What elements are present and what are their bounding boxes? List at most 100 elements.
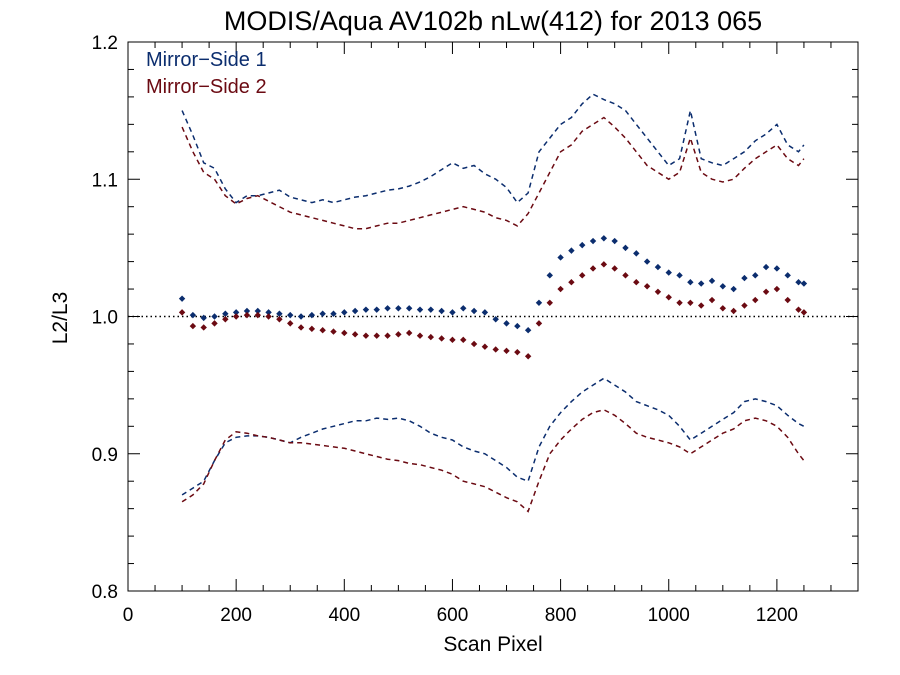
data-point-mirror-side-1 <box>449 309 456 316</box>
data-point-mirror-side-2 <box>189 322 197 330</box>
data-point-mirror-side-1 <box>481 309 489 316</box>
plot-area: 0 200 400 600 800 1000 1200 0.8 0.9 1.0 1.1 1.2 Mirr… <box>92 33 859 626</box>
data-point-mirror-side-2 <box>665 294 672 301</box>
data-point-mirror-side-1 <box>308 311 316 319</box>
data-point-mirror-side-1 <box>643 258 651 265</box>
data-point-mirror-side-2 <box>752 296 759 304</box>
data-point-mirror-side-1 <box>546 272 553 279</box>
data-point-mirror-side-2 <box>708 296 716 304</box>
data-point-mirror-side-1 <box>265 309 272 316</box>
data-point-mirror-side-1 <box>287 311 294 319</box>
data-point-mirror-side-1 <box>535 299 543 306</box>
x-tick-label: 0 <box>123 605 134 626</box>
data-point-mirror-side-2 <box>503 347 510 355</box>
data-point-mirror-side-2 <box>546 299 553 306</box>
data-point-mirror-side-1 <box>341 309 348 316</box>
data-point-mirror-side-2 <box>438 335 445 342</box>
data-point-mirror-side-1 <box>211 313 218 320</box>
data-point-mirror-side-1 <box>470 307 478 315</box>
dashed-line-series-6 <box>181 409 805 513</box>
data-point-mirror-side-2 <box>795 306 802 313</box>
data-point-mirror-side-2 <box>276 316 283 323</box>
data-point-mirror-side-1 <box>708 277 716 285</box>
data-point-mirror-side-2 <box>611 265 618 272</box>
data-point-mirror-side-2 <box>319 327 326 334</box>
data-point-mirror-side-2 <box>341 329 348 337</box>
data-point-mirror-side-1 <box>405 305 413 312</box>
data-point-mirror-side-2 <box>633 278 640 286</box>
chart-title: MODIS/Aqua AV102b nLw(412) for 2013 065 <box>224 6 762 36</box>
data-point-mirror-side-2 <box>178 309 186 316</box>
data-point-mirror-side-1 <box>633 250 640 257</box>
data-point-mirror-side-2 <box>243 311 251 319</box>
x-tick-label: 600 <box>437 605 469 626</box>
data-point-mirror-side-2 <box>200 324 207 331</box>
data-point-mirror-side-1 <box>741 274 748 282</box>
data-point-mirror-side-2 <box>362 332 370 339</box>
x-axis-label: Scan Pixel <box>443 633 542 656</box>
data-point-mirror-side-2 <box>579 272 586 279</box>
data-point-mirror-side-1 <box>654 263 662 271</box>
data-point-mirror-side-2 <box>232 313 240 320</box>
data-point-mirror-side-1 <box>362 306 370 313</box>
data-point-mirror-side-1 <box>438 307 445 315</box>
data-point-mirror-side-1 <box>697 280 705 287</box>
data-point-mirror-side-1 <box>330 310 337 317</box>
data-point-mirror-side-2 <box>351 331 359 338</box>
data-point-mirror-side-1 <box>784 272 791 279</box>
data-point-mirror-side-1 <box>232 309 240 316</box>
data-point-mirror-side-2 <box>297 324 305 331</box>
data-point-mirror-side-1 <box>800 280 808 287</box>
data-point-mirror-side-2 <box>492 346 499 353</box>
data-point-mirror-side-1 <box>557 254 564 261</box>
x-tick-label: 200 <box>220 605 252 626</box>
data-point-mirror-side-2 <box>514 348 521 356</box>
y-tick-label: 0.8 <box>92 582 118 603</box>
legend-item-1: Mirror−Side 1 <box>146 49 267 71</box>
data-point-mirror-side-2 <box>395 331 402 338</box>
dashed-line-series-3 <box>181 93 805 204</box>
y-tick-label: 1.0 <box>92 308 118 329</box>
data-point-mirror-side-1 <box>319 310 326 317</box>
data-point-mirror-side-1 <box>276 310 283 317</box>
y-tick-label: 1.2 <box>92 33 118 54</box>
data-point-mirror-side-1 <box>752 272 759 279</box>
data-point-mirror-side-2 <box>481 343 489 350</box>
data-point-mirror-side-2 <box>222 316 229 323</box>
legend-item-2: Mirror−Side 2 <box>146 76 267 98</box>
data-point-mirror-side-1 <box>222 310 229 317</box>
y-tick-label: 1.1 <box>92 170 118 191</box>
data-point-mirror-side-2 <box>416 332 424 339</box>
data-point-mirror-side-2 <box>697 302 705 309</box>
data-point-mirror-side-2 <box>654 288 662 295</box>
data-point-mirror-side-1 <box>416 306 424 313</box>
data-point-mirror-side-2 <box>211 320 218 327</box>
data-point-mirror-side-1 <box>762 263 770 271</box>
data-point-mirror-side-1 <box>189 311 197 319</box>
x-tick-label: 1000 <box>648 605 690 626</box>
data-point-mirror-side-1 <box>503 320 510 327</box>
data-point-mirror-side-1 <box>514 322 521 330</box>
data-point-mirror-side-1 <box>297 313 305 320</box>
data-point-mirror-side-2 <box>254 311 261 319</box>
dashed-line-series-5 <box>181 377 805 496</box>
data-point-mirror-side-2 <box>557 285 564 293</box>
data-point-mirror-side-2 <box>384 332 391 339</box>
data-point-mirror-side-2 <box>719 305 727 312</box>
data-point-mirror-side-2 <box>470 340 478 348</box>
data-point-mirror-side-2 <box>643 283 651 290</box>
data-point-mirror-side-2 <box>741 302 748 309</box>
data-point-mirror-side-2 <box>773 285 781 293</box>
data-point-mirror-side-1 <box>773 265 781 272</box>
data-point-mirror-side-1 <box>254 307 261 315</box>
data-point-mirror-side-2 <box>287 320 294 327</box>
y-tick-label: 0.9 <box>92 445 118 466</box>
data-point-mirror-side-2 <box>427 333 435 341</box>
data-point-mirror-side-1 <box>665 269 672 276</box>
data-point-mirror-side-1 <box>600 235 608 242</box>
data-point-mirror-side-2 <box>762 288 770 295</box>
data-point-mirror-side-1 <box>795 278 802 286</box>
data-point-mirror-side-1 <box>395 305 402 312</box>
data-point-mirror-side-1 <box>373 306 380 313</box>
y-axis-label: L2/L3 <box>49 292 72 345</box>
